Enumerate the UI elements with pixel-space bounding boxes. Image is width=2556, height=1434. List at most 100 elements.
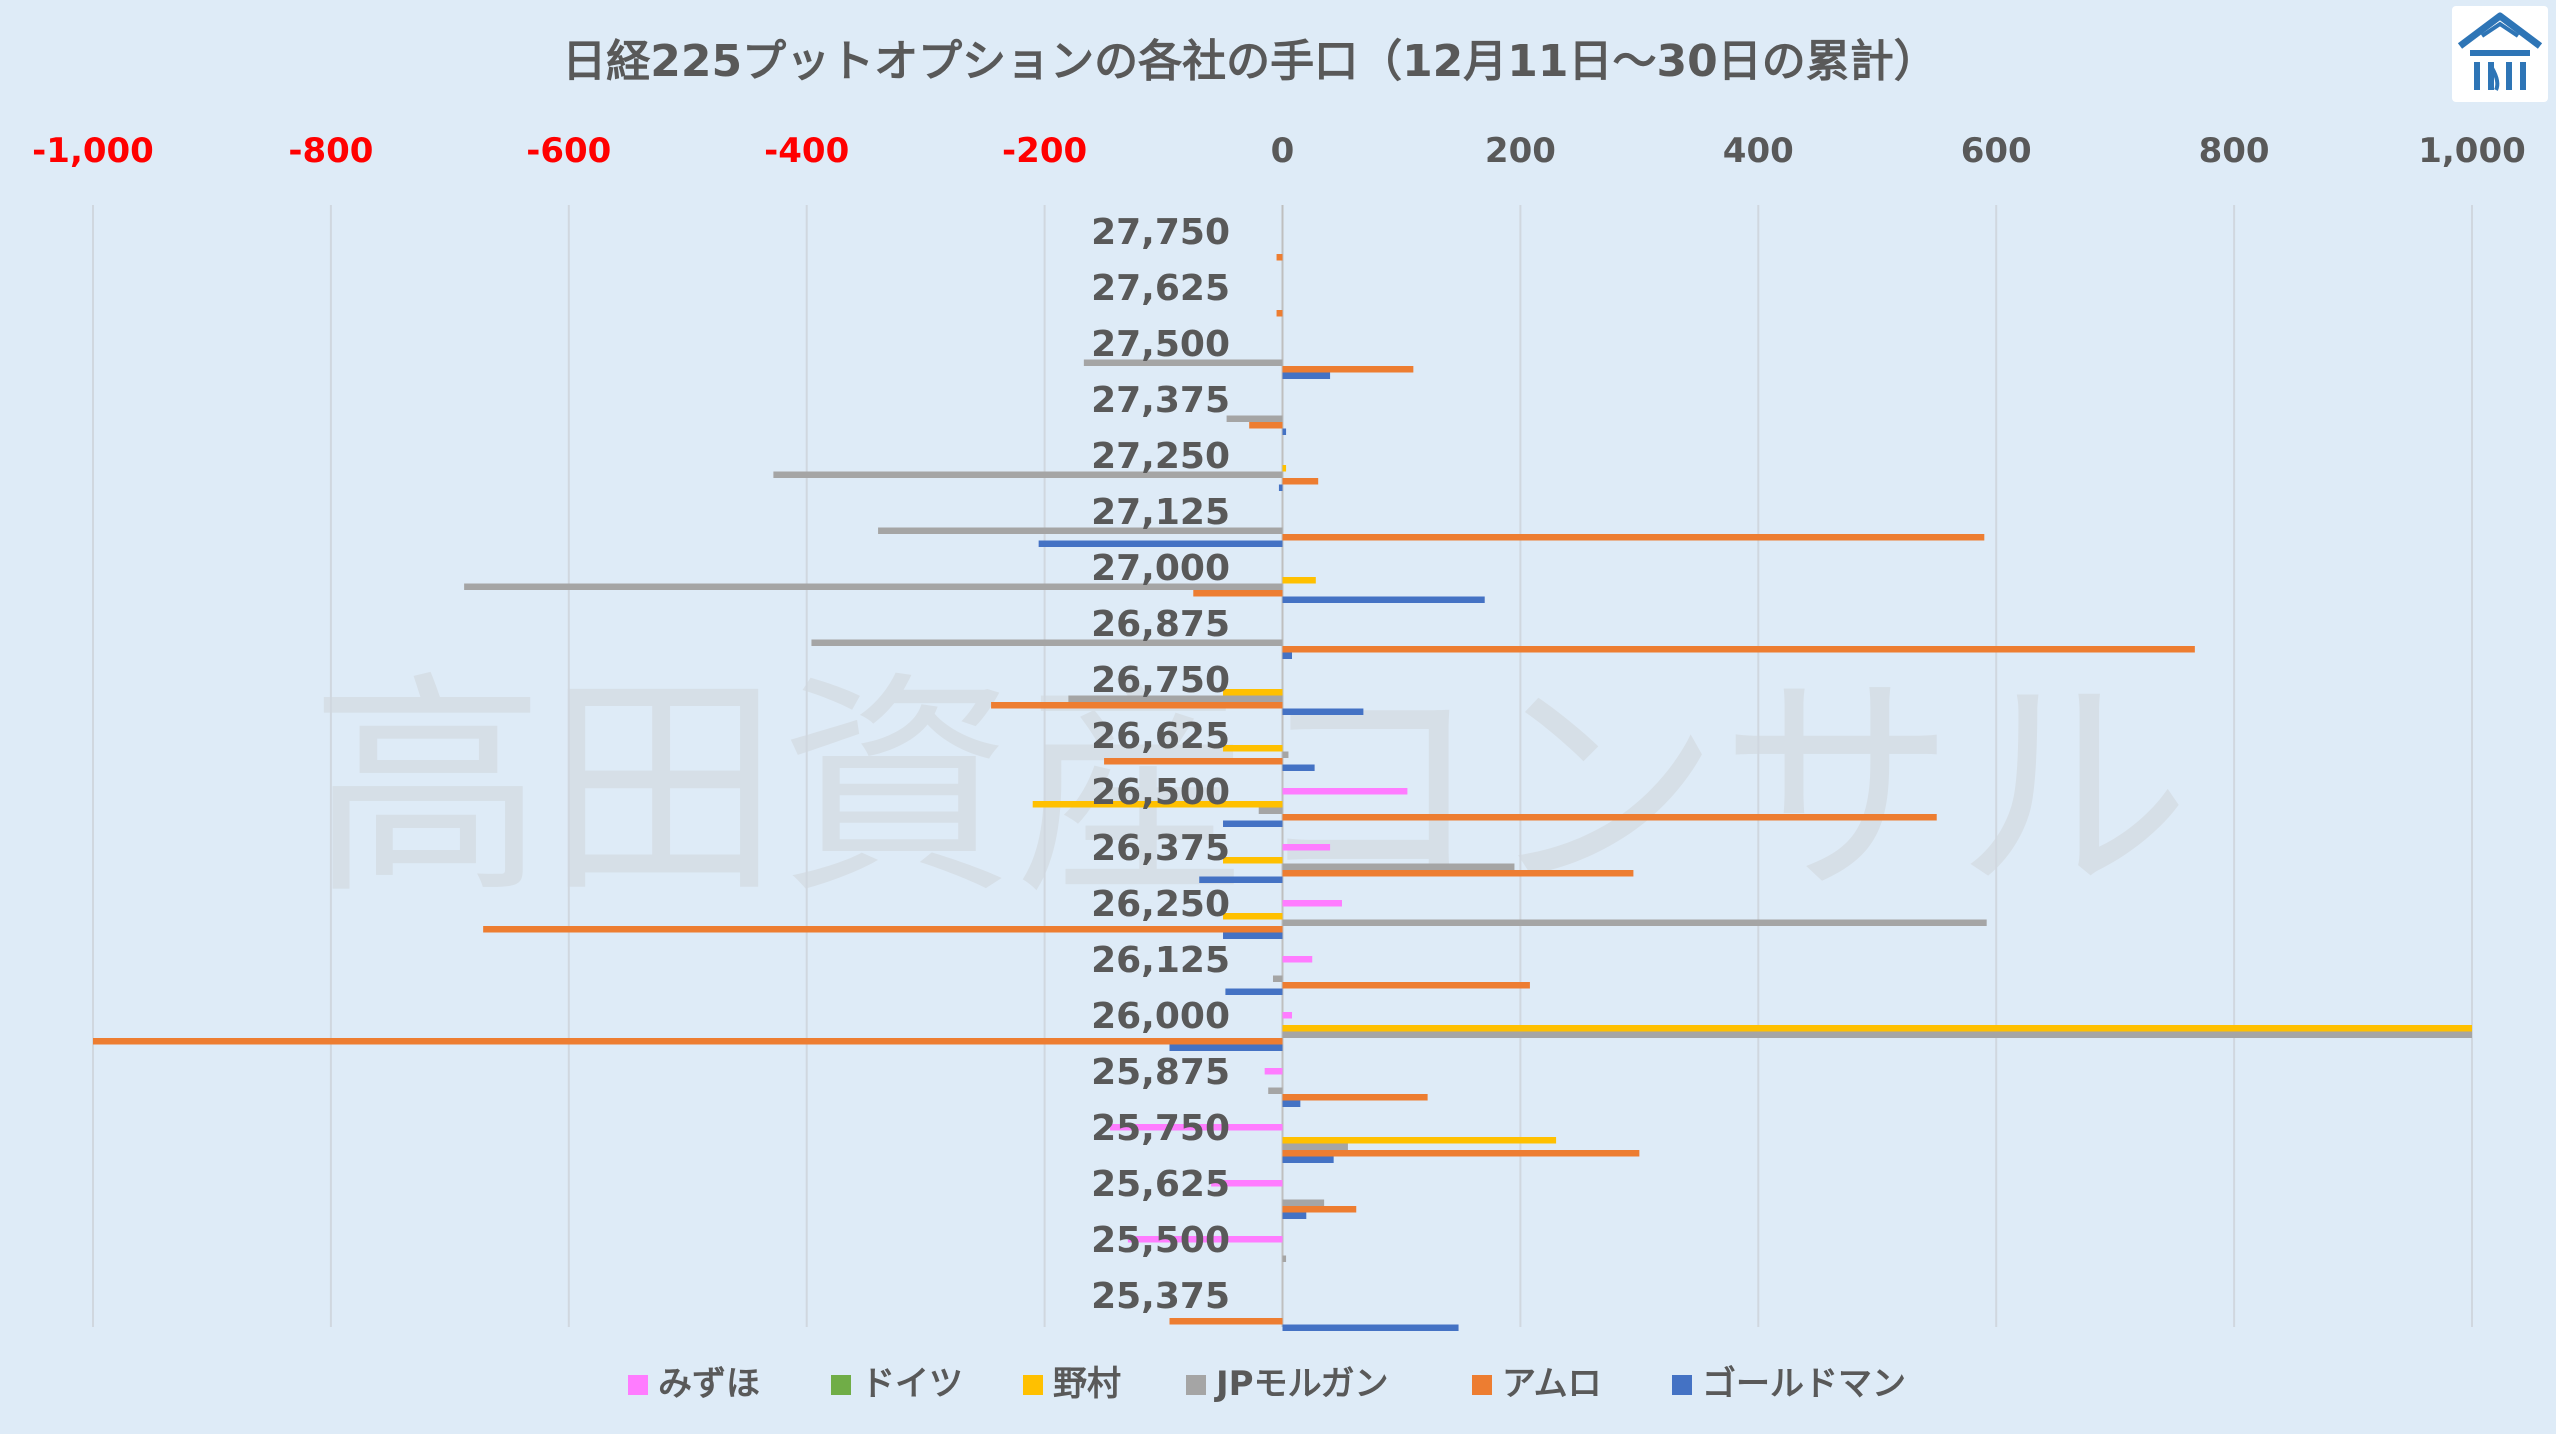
chart-title: 日経225プットオプションの各社の手口（12月11日〜30日の累計） [562,36,1938,87]
bar-2-16 [1282,1137,1557,1144]
bar-3-5 [878,527,1283,534]
legend-swatch [1472,1375,1492,1395]
bar-4-8 [991,702,1283,709]
category-label: 26,125 [1091,940,1230,981]
bar-5-3 [1282,428,1287,435]
bar-4-2 [1282,366,1414,373]
x-tick-label: -600 [526,131,611,171]
category-label: 27,625 [1091,268,1230,309]
x-tick-label: -1,000 [32,131,154,171]
bar-4-4 [1282,478,1319,485]
bar-3-10 [1258,807,1283,814]
bar-0-11 [1282,844,1331,851]
category-labels: 27,750 27,625 27,500 27,375 27,250 27,125 27,0… [1091,212,1230,1317]
bar-2-9 [1223,745,1283,752]
bar-4-19 [1169,1318,1283,1325]
category-label: 26,375 [1091,828,1230,869]
bar-3-17 [1282,1199,1325,1206]
bar-5-17 [1282,1212,1307,1219]
category-label: 27,000 [1091,548,1230,589]
category-label: 27,750 [1091,212,1230,253]
bar-0-18 [1127,1236,1283,1243]
bar-4-3 [1249,422,1283,429]
logo-icon [2457,12,2543,91]
bar-3-6 [464,583,1283,590]
legend-swatch [1672,1375,1692,1395]
legend-swatch [1023,1375,1043,1395]
x-tick-labels: -1,000 -800 -600 -400 -200 0 200 400 600 800 1,000 [32,131,2526,171]
category-label: 25,625 [1091,1164,1230,1205]
bar-5-8 [1282,708,1364,715]
bar-3-3 [1226,415,1283,422]
category-label: 27,125 [1091,492,1230,533]
legend-label: アムロ [1502,1364,1602,1404]
bar-5-4 [1278,484,1283,491]
category-label: 26,500 [1091,772,1230,813]
legend: みずほ ドイツ 野村 JPモルガン アムロ ゴールドマン [628,1364,1906,1404]
bars [93,254,2472,1331]
bar-0-17 [1211,1180,1283,1187]
category-label: 27,500 [1091,324,1230,365]
bar-5-19 [1282,1324,1459,1331]
x-tick-label: 1,000 [2418,131,2526,171]
bar-3-13 [1272,975,1283,982]
bar-0-16 [1110,1124,1283,1131]
bar-0-15 [1264,1068,1283,1075]
bar-5-7 [1282,652,1293,659]
bar-5-6 [1282,596,1485,603]
bar-3-4 [773,471,1283,478]
bar-0-13 [1282,956,1313,963]
bar-5-10 [1223,820,1283,827]
bar-4-7 [1282,646,2195,653]
bar-2-12 [1223,913,1283,920]
bar-2-8 [1223,689,1283,696]
bar-2-4 [1282,465,1287,472]
legend-label: ゴールドマン [1702,1364,1906,1404]
legend-label: ドイツ [861,1364,963,1404]
bar-0-12 [1282,900,1342,907]
category-label: 25,500 [1091,1220,1230,1261]
bar-3-18 [1282,1255,1287,1262]
bar-3-9 [1282,751,1289,758]
bar-5-12 [1223,932,1283,939]
x-tick-label: 400 [1723,131,1794,171]
category-label: 26,750 [1091,660,1230,701]
bar-5-5 [1038,540,1283,547]
legend-swatch [1186,1375,1206,1395]
legend-swatch [831,1375,851,1395]
bar-4-11 [1282,870,1634,877]
bar-3-11 [1282,863,1515,870]
bar-5-14 [1169,1044,1283,1051]
bar-3-7 [811,639,1283,646]
category-label: 27,250 [1091,436,1230,477]
x-tick-label: 600 [1961,131,2032,171]
bar-5-2 [1282,372,1331,379]
bar-3-8 [1068,695,1283,702]
bar-5-15 [1282,1100,1301,1107]
category-label: 25,875 [1091,1052,1230,1093]
bar-4-0 [1276,254,1283,261]
category-label: 26,250 [1091,884,1230,925]
category-label: 26,625 [1091,716,1230,757]
bar-4-15 [1282,1094,1428,1101]
bar-4-12 [483,926,1283,933]
bar-2-10 [1032,801,1283,808]
x-tick-label: 800 [2199,131,2270,171]
bar-4-17 [1282,1206,1357,1213]
category-label: 27,375 [1091,380,1230,421]
bar-4-1 [1276,310,1283,317]
legend-label: みずほ [658,1364,760,1404]
bar-0-10 [1282,788,1408,795]
bar-4-10 [1282,814,1937,821]
x-tick-label: 200 [1485,131,1556,171]
x-tick-label: -200 [1002,131,1087,171]
category-label: 26,000 [1091,996,1230,1037]
bar-4-13 [1282,982,1530,989]
bar-3-16 [1282,1143,1348,1150]
bar-5-11 [1199,876,1283,883]
logo [2452,6,2548,102]
x-tick-label: 0 [1271,131,1295,171]
bar-2-14 [1282,1025,2472,1032]
bar-4-9 [1104,758,1283,765]
